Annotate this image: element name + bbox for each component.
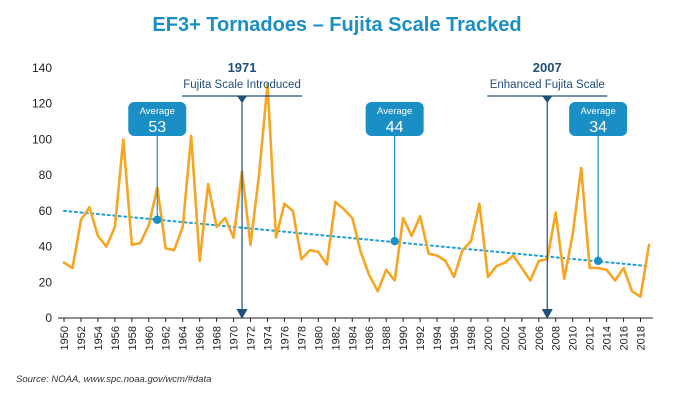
x-tick-label: 1958 [127, 326, 139, 350]
y-tick-label: 140 [32, 61, 52, 75]
average-value: 53 [148, 119, 166, 136]
x-tick-label: 1966 [195, 326, 207, 350]
y-tick-label: 20 [39, 275, 53, 289]
event-arrow-head [236, 309, 248, 319]
average-point [390, 237, 399, 246]
y-tick-label: 80 [39, 168, 53, 182]
average-label: Average [140, 106, 175, 117]
average-callout-44: Average 44 [365, 102, 424, 246]
x-tick-label: 1994 [432, 326, 444, 350]
x-tick-label: 1998 [466, 326, 478, 350]
x-tick-label: 1992 [415, 326, 427, 350]
x-tick-label: 2002 [500, 326, 512, 350]
event-arrow-top [542, 96, 553, 103]
x-tick-label: 1964 [178, 326, 190, 350]
event-arrow-head [541, 309, 553, 319]
average-badge [128, 102, 187, 136]
x-tick-label: 1970 [229, 326, 241, 350]
axes: 0 20 40 60 80 100 120 140 1950 1952 1954 1956 1958 19… [32, 61, 653, 350]
x-tick-label: 1968 [212, 326, 224, 350]
average-point [593, 256, 603, 266]
annotations: 1971 Fujita Scale Introduced 2007 Enhanced … [128, 60, 628, 319]
x-tick-label: 2006 [534, 326, 546, 350]
x-tick-label: 1978 [296, 326, 308, 350]
average-callout-34: Average 34 [569, 102, 628, 266]
y-tick-label: 60 [39, 204, 53, 218]
x-tick-label: 1974 [262, 326, 274, 350]
x-tick-label: 1988 [381, 326, 393, 350]
event-year-label: 1971 [228, 60, 257, 75]
series-line-ef3-tornadoes [62, 82, 651, 298]
x-tick-label: 1996 [449, 326, 461, 350]
average-callout-53: Average 53 [128, 102, 187, 224]
x-tick-label: 2010 [568, 326, 580, 350]
average-value: 34 [589, 119, 607, 136]
average-badge [365, 102, 424, 136]
event-caption: Enhanced Fujita Scale [490, 79, 605, 91]
x-tick-label: 2008 [551, 326, 563, 350]
average-value: 44 [386, 119, 404, 136]
y-tick-label: 100 [32, 132, 52, 146]
plot-area [62, 82, 651, 298]
x-tick-label: 1972 [246, 326, 258, 350]
event-marker-2007: 2007 Enhanced Fujita Scale [487, 60, 608, 319]
y-tick-label: 120 [32, 97, 52, 111]
event-marker-1971: 1971 Fujita Scale Introduced [182, 60, 303, 319]
source-note: Source: NOAA, www.spc.noaa.gov/wcm/#data [16, 374, 212, 385]
x-tick-label: 2004 [517, 326, 529, 350]
x-tick-label: 1952 [76, 326, 88, 350]
chart-title: EF3+ Tornadoes – Fujita Scale Tracked [152, 14, 522, 36]
x-tick-label: 2014 [602, 326, 614, 350]
y-tick-label: 0 [45, 311, 52, 325]
average-label: Average [581, 106, 616, 117]
x-tick-label: 2000 [483, 326, 495, 350]
x-tick-label: 1976 [279, 326, 291, 350]
event-caption: Fujita Scale Introduced [183, 79, 301, 91]
x-tick-label: 1982 [330, 326, 342, 350]
x-tick-label: 1986 [364, 326, 376, 350]
average-label: Average [377, 106, 412, 117]
event-arrow-top [237, 96, 248, 103]
average-badge [569, 102, 628, 136]
x-tick-label: 1980 [313, 326, 325, 350]
x-tick-label: 2012 [585, 326, 597, 350]
x-tick-label: 1990 [398, 326, 410, 350]
x-tick-label: 1954 [93, 326, 105, 350]
average-point [153, 215, 162, 224]
event-year-label: 2007 [533, 60, 562, 75]
x-tick-label: 1950 [59, 326, 71, 350]
x-tick-label: 1960 [144, 326, 156, 350]
x-tick-label: 1962 [161, 326, 173, 350]
x-tick-label: 1984 [347, 326, 359, 350]
x-tick-label: 2016 [619, 326, 631, 350]
x-tick-label: 2018 [636, 326, 648, 350]
x-tick-label: 1956 [110, 326, 122, 350]
y-tick-label: 40 [39, 240, 53, 254]
